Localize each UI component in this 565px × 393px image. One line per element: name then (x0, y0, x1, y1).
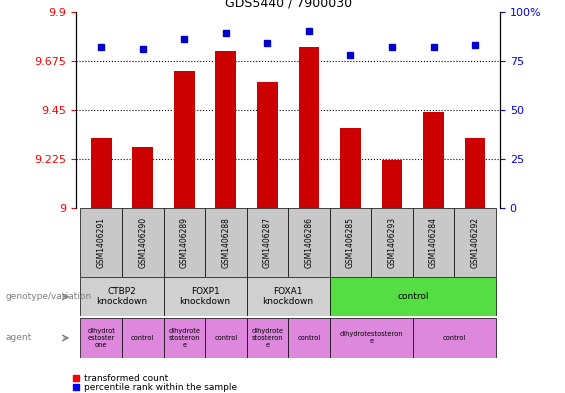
Bar (288, 318, 330, 358)
Bar (132, 147, 153, 208)
Bar (80, 208, 122, 277)
Text: control: control (297, 335, 320, 341)
Bar (122, 208, 163, 277)
Text: FOXA1
knockdown: FOXA1 knockdown (263, 287, 314, 307)
Text: control: control (131, 335, 154, 341)
Text: GSM1406287: GSM1406287 (263, 217, 272, 268)
Bar (381, 160, 402, 208)
Text: GSM1406286: GSM1406286 (305, 217, 314, 268)
Bar (288, 208, 330, 277)
Text: GSM1406291: GSM1406291 (97, 217, 106, 268)
Bar (465, 138, 485, 208)
Text: control: control (443, 335, 466, 341)
Bar (174, 71, 195, 208)
Bar (80, 277, 163, 316)
Bar (246, 208, 288, 277)
Text: GSM1406289: GSM1406289 (180, 217, 189, 268)
Bar (205, 318, 246, 358)
Text: GSM1406293: GSM1406293 (388, 217, 397, 268)
Bar (163, 208, 205, 277)
Text: GSM1406290: GSM1406290 (138, 217, 147, 268)
Text: genotype/variation: genotype/variation (6, 292, 92, 301)
Bar (215, 51, 236, 208)
Text: control: control (397, 292, 428, 301)
Bar (163, 277, 246, 316)
Title: GDS5440 / 7900030: GDS5440 / 7900030 (224, 0, 351, 9)
Text: FOXP1
knockdown: FOXP1 knockdown (180, 287, 231, 307)
Text: dihydrote
stosteron
e: dihydrote stosteron e (168, 328, 200, 348)
Text: CTBP2
knockdown: CTBP2 knockdown (97, 287, 147, 307)
Text: GSM1406292: GSM1406292 (471, 217, 480, 268)
Bar (257, 82, 278, 208)
Text: GSM1406285: GSM1406285 (346, 217, 355, 268)
Text: percentile rank within the sample: percentile rank within the sample (84, 383, 237, 391)
Text: agent: agent (6, 334, 32, 342)
Bar (340, 127, 361, 208)
Text: dihydrote
stosteron
e: dihydrote stosteron e (251, 328, 284, 348)
Bar (80, 318, 122, 358)
Bar (298, 47, 319, 208)
Text: control: control (214, 335, 237, 341)
Bar (122, 318, 163, 358)
Bar (91, 138, 112, 208)
Text: GSM1406284: GSM1406284 (429, 217, 438, 268)
Text: transformed count: transformed count (84, 374, 168, 382)
Bar (413, 208, 454, 277)
Bar (330, 208, 371, 277)
Bar (246, 318, 288, 358)
Text: dihydrotestosteron
e: dihydrotestosteron e (340, 331, 403, 345)
Bar (205, 208, 246, 277)
Bar (163, 318, 205, 358)
Bar (423, 112, 444, 208)
Text: GSM1406288: GSM1406288 (221, 217, 231, 268)
Bar (371, 208, 413, 277)
Bar (454, 208, 496, 277)
Bar (330, 318, 413, 358)
Bar (330, 277, 496, 316)
Text: dihydrot
estoster
one: dihydrot estoster one (87, 328, 115, 348)
Bar (413, 318, 496, 358)
Bar (246, 277, 330, 316)
